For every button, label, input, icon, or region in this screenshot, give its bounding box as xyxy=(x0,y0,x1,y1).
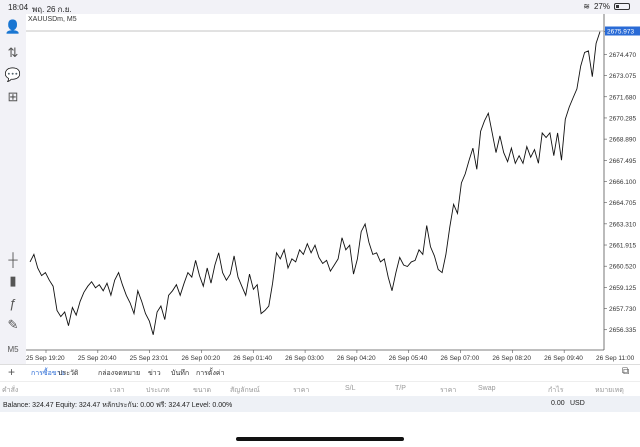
battery-icon xyxy=(614,3,630,10)
y-tick-label: 2668.890 xyxy=(609,137,636,144)
home-indicator[interactable] xyxy=(236,437,404,441)
column-header: ขนาด xyxy=(193,387,212,394)
status-time: 18:04 xyxy=(8,3,29,12)
timeframe-label[interactable]: M5 xyxy=(7,344,19,354)
x-tick-label: 25 Sep 19:20 xyxy=(26,355,65,362)
x-tick-label: 26 Sep 03:00 xyxy=(285,355,324,362)
y-tick-label: 2674.470 xyxy=(609,52,636,59)
x-tick-label: 26 Sep 04:20 xyxy=(337,355,376,362)
y-tick-label: 2666.100 xyxy=(609,179,636,186)
status-bar: 18:04 พฤ. 26 ก.ย. ≋ 27% xyxy=(0,0,640,14)
add-order-icon[interactable]: + xyxy=(8,365,16,379)
y-tick-label: 2656.335 xyxy=(609,327,636,334)
trade-icon[interactable]: ⇅ xyxy=(7,45,19,60)
balance-bar: Balance: 324.47 Equity: 324.47 หลักประกั… xyxy=(0,396,640,412)
layout-icon[interactable]: ⧉ xyxy=(622,366,630,377)
left-toolbar: 👤 ⇅ 💬 ⊞ ┼ ▮ ƒ ✎ M5 xyxy=(0,14,26,359)
chat-icon[interactable]: 💬 xyxy=(4,67,22,82)
y-tick-label: 2664.705 xyxy=(609,200,636,207)
crosshair-icon[interactable]: ┼ xyxy=(8,251,18,267)
column-header: ราคา xyxy=(440,387,457,394)
tab-history[interactable]: ประวัติ xyxy=(58,370,79,377)
current-price-label: 2675.973 xyxy=(607,29,634,36)
candles-icon[interactable]: ▮ xyxy=(9,273,17,288)
tab-news[interactable]: ข่าว xyxy=(148,370,161,377)
column-header: เวลา xyxy=(110,387,125,394)
x-tick-label: 25 Sep 23:01 xyxy=(130,355,169,362)
y-tick-label: 2660.520 xyxy=(609,264,636,271)
balance-text: Balance: 324.47 Equity: 324.47 หลักประกั… xyxy=(3,402,233,409)
y-tick-label: 2661.915 xyxy=(609,243,636,250)
objects-icon[interactable]: ✎ xyxy=(7,317,19,332)
column-header: หมายเหตุ xyxy=(595,387,624,394)
account-icon[interactable]: 👤 xyxy=(4,19,22,34)
y-tick-label: 2671.680 xyxy=(609,94,636,101)
chart-svg[interactable]: 2674.470 2673.075 2671.680 2670.285 2668.890… xyxy=(26,14,640,364)
status-date: พฤ. 26 ก.ย. xyxy=(32,5,72,14)
tab-mailbox[interactable]: กล่องจดหมาย xyxy=(98,370,141,377)
order-columns: คำสั่ง เวลา ประเภท ขนาด สัญลักษณ์ ราคา S/L T/P ร… xyxy=(0,381,640,396)
current-price-badge xyxy=(605,26,640,36)
price-chart[interactable]: XAUUSDm, M5 2674.470 2673.075 2671.680 2670… xyxy=(26,14,640,364)
x-tick-label: 25 Sep 20:40 xyxy=(78,355,117,362)
currency-label: USD xyxy=(570,400,585,407)
column-header: ประเภท xyxy=(146,387,170,394)
y-tick-label: 2670.285 xyxy=(609,115,636,122)
y-tick-label: 2657.730 xyxy=(609,306,636,313)
column-header: คำสั่ง xyxy=(2,387,19,394)
battery-percent: 27% xyxy=(593,2,610,11)
x-tick-label: 26 Sep 07:00 xyxy=(441,355,480,362)
y-tick-label: 2667.495 xyxy=(609,158,636,165)
wifi-icon: ≋ xyxy=(583,2,590,11)
function-icon[interactable]: ƒ xyxy=(9,295,17,311)
tab-settings[interactable]: การตั้งค่า xyxy=(196,370,225,377)
y-tick-label: 2663.310 xyxy=(609,221,636,228)
column-header: S/L xyxy=(345,385,356,392)
price-series-line xyxy=(29,31,601,335)
y-tick-label: 2659.125 xyxy=(609,285,636,292)
y-tick-label: 2673.075 xyxy=(609,73,636,80)
column-header: ราคา xyxy=(293,387,310,394)
x-tick-label: 26 Sep 08:20 xyxy=(492,355,531,362)
column-header: T/P xyxy=(395,385,406,392)
x-tick-label: 26 Sep 09:40 xyxy=(544,355,583,362)
bottom-area xyxy=(0,412,640,447)
x-tick-label: 26 Sep 05:40 xyxy=(389,355,428,362)
column-header: สัญลักษณ์ xyxy=(230,387,260,394)
column-header: กำไร xyxy=(548,387,564,394)
add-indicator-icon[interactable]: ⊞ xyxy=(7,89,19,104)
chart-symbol-label: XAUUSDm, M5 xyxy=(28,16,77,23)
x-tick-label: 26 Sep 01:40 xyxy=(233,355,272,362)
terminal-tabs: + การซื้อขาย ประวัติ กล่องจดหมาย ข่าว บันทึก… xyxy=(0,364,640,382)
tab-journal[interactable]: บันทึก xyxy=(171,370,190,377)
profit-amount: 0.00 xyxy=(551,400,565,407)
column-header: Swap xyxy=(478,385,496,392)
x-tick-label: 26 Sep 00:20 xyxy=(181,355,220,362)
x-tick-label: 26 Sep 11:00 xyxy=(596,355,635,362)
